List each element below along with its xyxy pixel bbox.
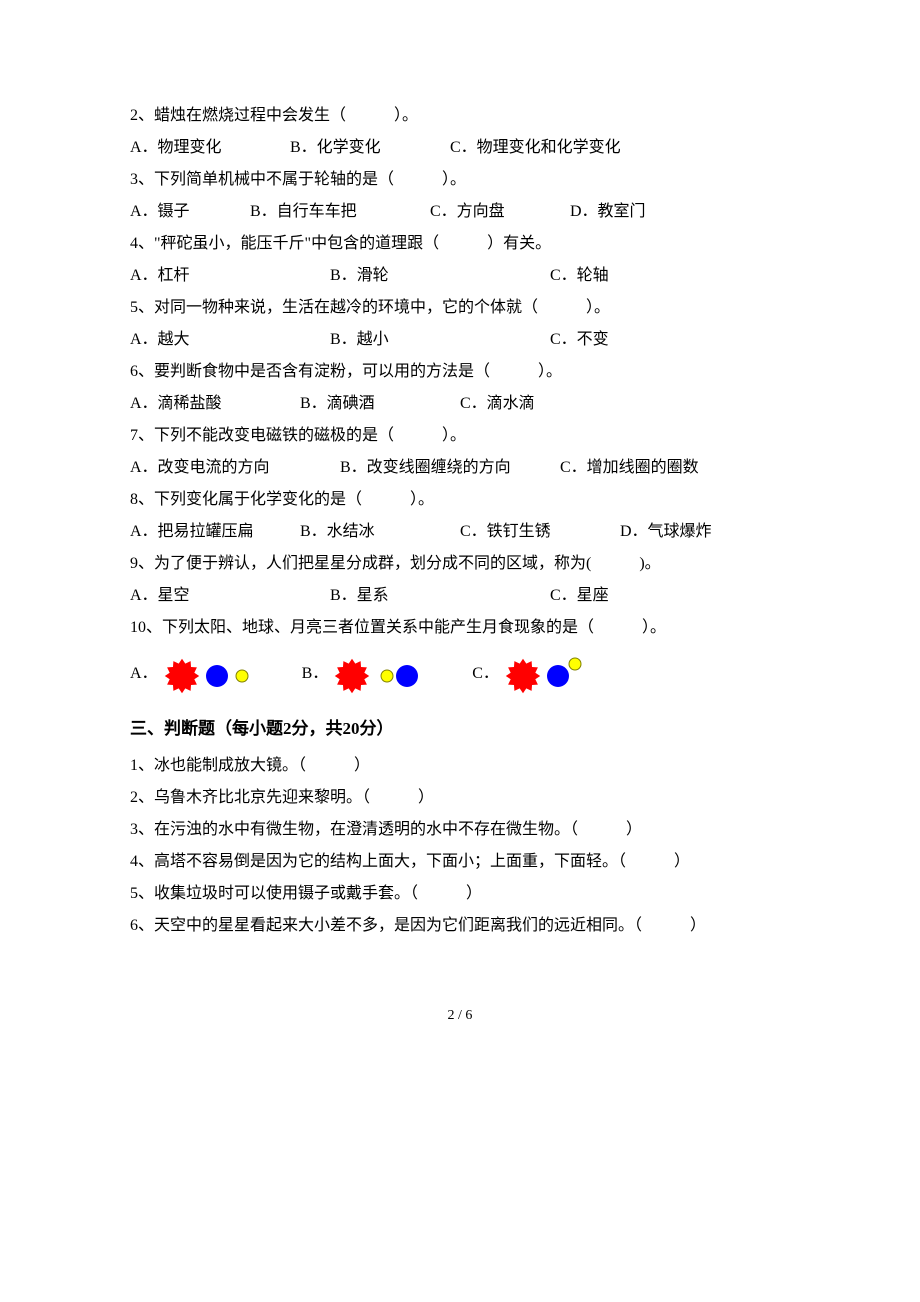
- q5-opt-c: C．不变: [550, 324, 609, 356]
- judge-q1: 1、冰也能制成放大镜。（ ）: [130, 750, 790, 782]
- question-6-text: 6、要判断食物中是否含有淀粉，可以用的方法是（ ）。: [130, 356, 790, 388]
- q8-opt-a: A．把易拉罐压扁: [130, 516, 300, 548]
- q8-opt-c: C．铁钉生锈: [460, 516, 620, 548]
- question-8-options: A．把易拉罐压扁 B．水结冰 C．铁钉生锈 D．气球爆炸: [130, 516, 790, 548]
- section-3-title: 三、判断题（每小题2分，共20分）: [130, 712, 790, 746]
- question-10: 10、下列太阳、地球、月亮三者位置关系中能产生月食现象的是（ ）。 A． B． …: [130, 612, 790, 696]
- q2-opt-a: A．物理变化: [130, 132, 290, 164]
- q10-label-b: B．: [302, 658, 329, 690]
- question-8-text: 8、下列变化属于化学变化的是（ ）。: [130, 484, 790, 516]
- question-2-options: A．物理变化 B．化学变化 C．物理变化和化学变化: [130, 132, 790, 164]
- q9-opt-b: B．星系: [330, 580, 550, 612]
- q7-opt-b: B．改变线圈缠绕的方向: [340, 452, 560, 484]
- q8-opt-d: D．气球爆炸: [620, 516, 712, 548]
- question-3-options: A．镊子 B．自行车车把 C．方向盘 D．教室门: [130, 196, 790, 228]
- judge-q4: 4、高塔不容易倒是因为它的结构上面大，下面小；上面重，下面轻。（ ）: [130, 846, 790, 878]
- question-5-options: A．越大 B．越小 C．不变: [130, 324, 790, 356]
- question-8: 8、下列变化属于化学变化的是（ ）。 A．把易拉罐压扁 B．水结冰 C．铁钉生锈…: [130, 484, 790, 548]
- q9-opt-c: C．星座: [550, 580, 609, 612]
- judge-q5: 5、收集垃圾时可以使用镊子或戴手套。（ ）: [130, 878, 790, 910]
- question-9-text: 9、为了便于辨认，人们把星星分成群，划分成不同的区域，称为( )。: [130, 548, 790, 580]
- q8-opt-b: B．水结冰: [300, 516, 460, 548]
- q3-opt-a: A．镊子: [130, 196, 250, 228]
- sun-earth-moon-diagram-c: [503, 652, 593, 696]
- question-10-text: 10、下列太阳、地球、月亮三者位置关系中能产生月食现象的是（ ）。: [130, 612, 790, 644]
- question-4-options: A．杠杆 B．滑轮 C．轮轴: [130, 260, 790, 292]
- q5-opt-b: B．越小: [330, 324, 550, 356]
- question-9: 9、为了便于辨认，人们把星星分成群，划分成不同的区域，称为( )。 A．星空 B…: [130, 548, 790, 612]
- q6-opt-a: A．滴稀盐酸: [130, 388, 300, 420]
- question-9-options: A．星空 B．星系 C．星座: [130, 580, 790, 612]
- q10-label-c: C．: [472, 658, 499, 690]
- q3-opt-c: C．方向盘: [430, 196, 570, 228]
- question-2-text: 2、蜡烛在燃烧过程中会发生（ ）。: [130, 100, 790, 132]
- question-6-options: A．滴稀盐酸 B．滴碘酒 C．滴水滴: [130, 388, 790, 420]
- question-3-text: 3、下列简单机械中不属于轮轴的是（ ）。: [130, 164, 790, 196]
- q6-opt-b: B．滴碘酒: [300, 388, 460, 420]
- question-3: 3、下列简单机械中不属于轮轴的是（ ）。 A．镊子 B．自行车车把 C．方向盘 …: [130, 164, 790, 228]
- question-7-text: 7、下列不能改变电磁铁的磁极的是（ ）。: [130, 420, 790, 452]
- q3-opt-b: B．自行车车把: [250, 196, 430, 228]
- sun-earth-moon-diagram-b: [332, 652, 442, 696]
- q10-label-a: A．: [130, 658, 158, 690]
- question-7-options: A．改变电流的方向 B．改变线圈缠绕的方向 C．增加线圈的圈数: [130, 452, 790, 484]
- question-7: 7、下列不能改变电磁铁的磁极的是（ ）。 A．改变电流的方向 B．改变线圈缠绕的…: [130, 420, 790, 484]
- q4-opt-b: B．滑轮: [330, 260, 550, 292]
- q4-opt-c: C．轮轴: [550, 260, 609, 292]
- q7-opt-c: C．增加线圈的圈数: [560, 452, 699, 484]
- judge-q3: 3、在污浊的水中有微生物，在澄清透明的水中不存在微生物。（ ）: [130, 814, 790, 846]
- question-6: 6、要判断食物中是否含有淀粉，可以用的方法是（ ）。 A．滴稀盐酸 B．滴碘酒 …: [130, 356, 790, 420]
- q10-opt-c: C．: [472, 652, 593, 696]
- sun-earth-moon-diagram-a: [162, 652, 272, 696]
- q10-opt-b: B．: [302, 652, 443, 696]
- page-number: 2 / 6: [130, 1002, 790, 1030]
- question-4: 4、"秤砣虽小，能压千斤"中包含的道理跟（ ）有关。 A．杠杆 B．滑轮 C．轮…: [130, 228, 790, 292]
- q7-opt-a: A．改变电流的方向: [130, 452, 340, 484]
- q2-opt-b: B．化学变化: [290, 132, 450, 164]
- q5-opt-a: A．越大: [130, 324, 330, 356]
- judge-q2: 2、乌鲁木齐比北京先迎来黎明。（ ）: [130, 782, 790, 814]
- q9-opt-a: A．星空: [130, 580, 330, 612]
- q3-opt-d: D．教室门: [570, 196, 646, 228]
- question-5-text: 5、对同一物种来说，生活在越冷的环境中，它的个体就（ ）。: [130, 292, 790, 324]
- judge-q6: 6、天空中的星星看起来大小差不多，是因为它们距离我们的远近相同。（ ）: [130, 910, 790, 942]
- question-10-options: A． B． C．: [130, 652, 790, 696]
- q2-opt-c: C．物理变化和化学变化: [450, 132, 621, 164]
- question-5: 5、对同一物种来说，生活在越冷的环境中，它的个体就（ ）。 A．越大 B．越小 …: [130, 292, 790, 356]
- q4-opt-a: A．杠杆: [130, 260, 330, 292]
- question-4-text: 4、"秤砣虽小，能压千斤"中包含的道理跟（ ）有关。: [130, 228, 790, 260]
- q10-opt-a: A．: [130, 652, 272, 696]
- q6-opt-c: C．滴水滴: [460, 388, 535, 420]
- question-2: 2、蜡烛在燃烧过程中会发生（ ）。 A．物理变化 B．化学变化 C．物理变化和化…: [130, 100, 790, 164]
